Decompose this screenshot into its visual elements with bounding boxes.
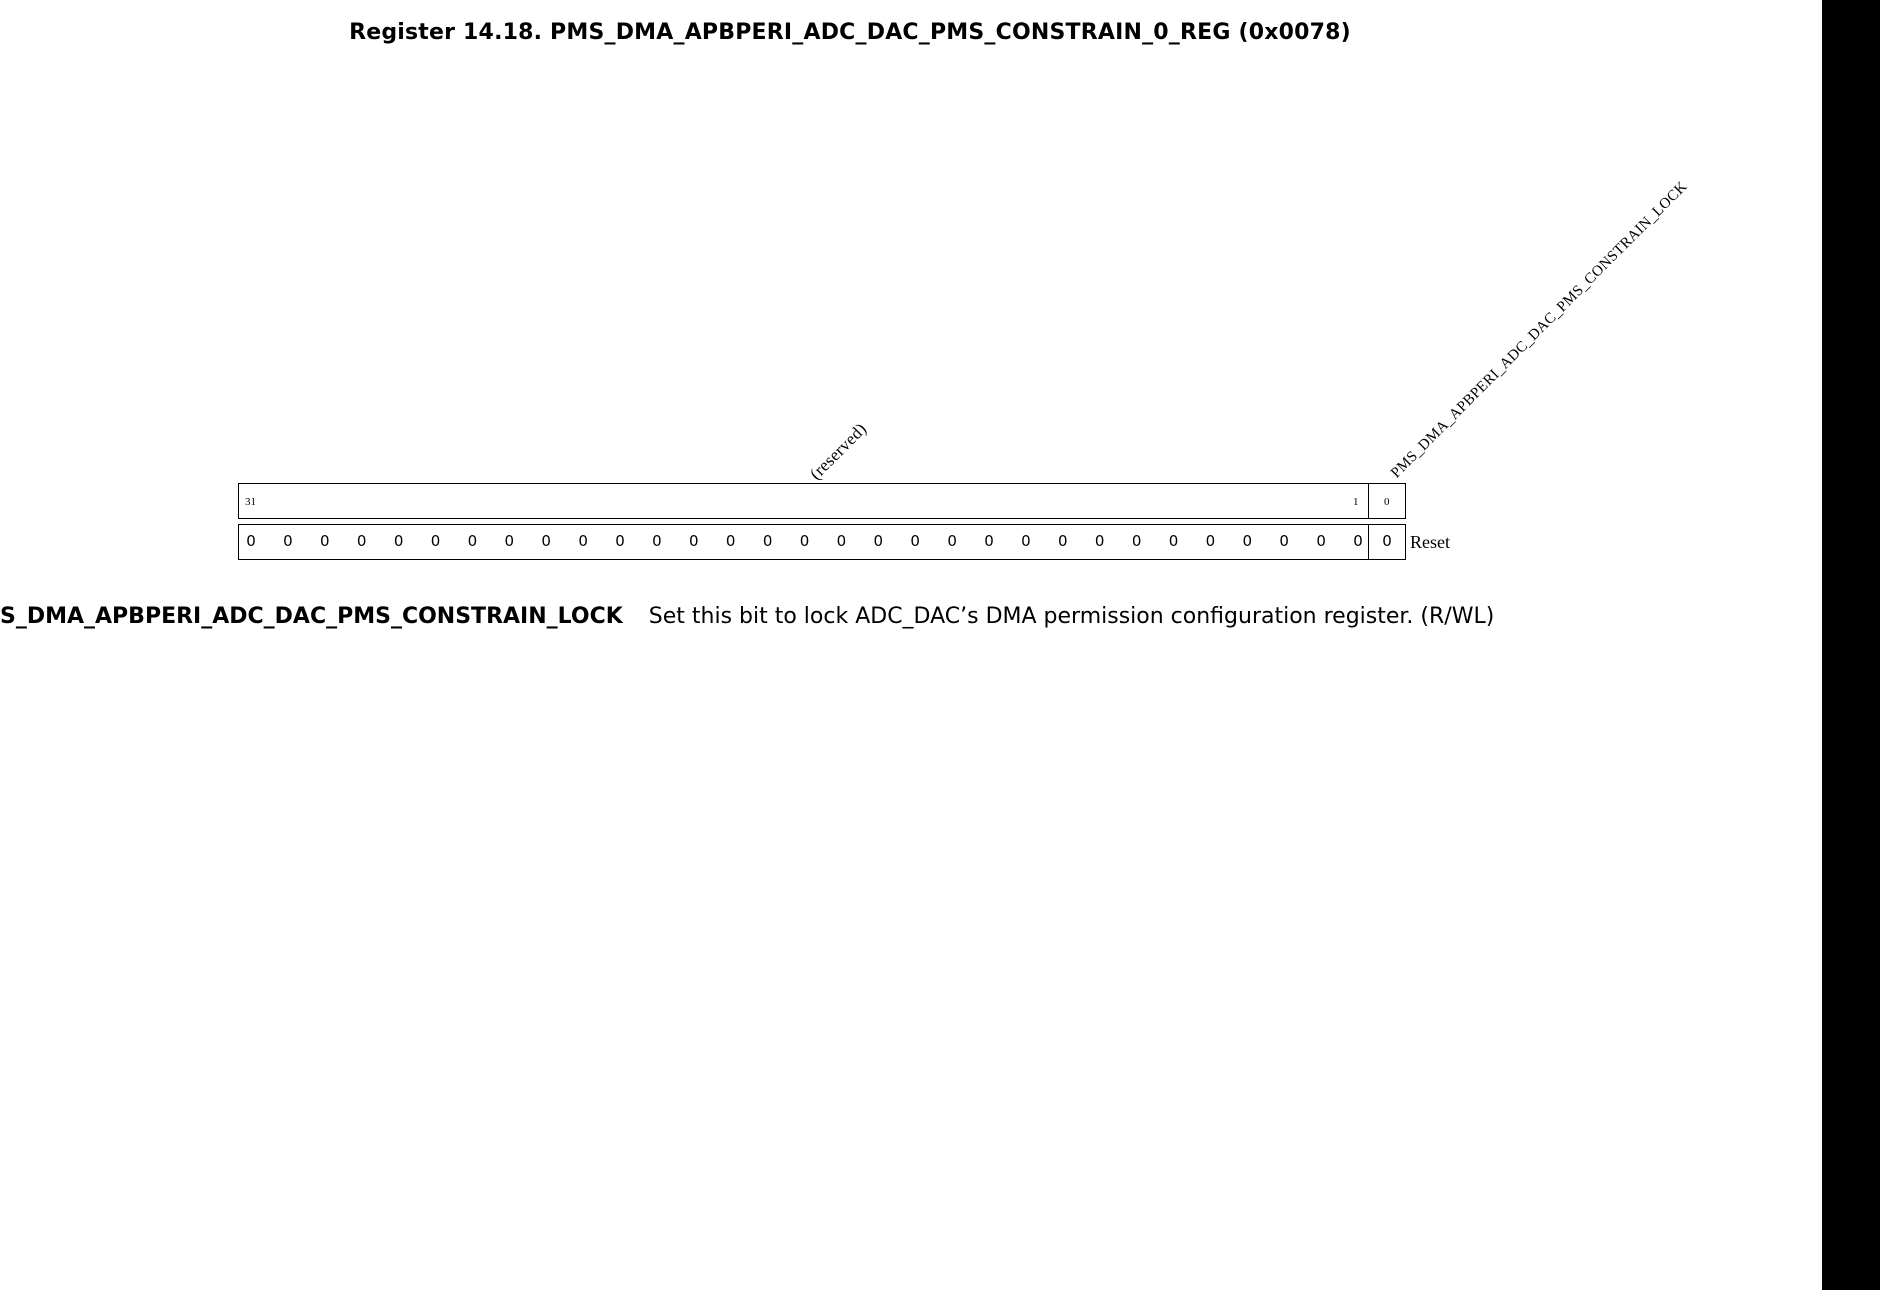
reset-value-bit: 0 [1021,532,1031,550]
reset-value-bit: 0 [320,532,330,550]
reset-value-bit: 0 [246,532,256,550]
reset-value-bit: 0 [762,532,773,550]
lock-reset-value: 0 [1382,532,1392,550]
lock-bit-number: 0 [1384,496,1390,508]
field-description-name: S_DMA_APBPERI_ADC_DAC_PMS_CONSTRAIN_LOCK [0,604,623,629]
lock-reset-cell [1368,524,1406,560]
reset-value-bit: 0 [504,532,515,550]
reset-value-bit: 0 [799,532,810,550]
reset-value-bit: 0 [873,532,884,550]
reset-value-bit: 0 [1242,532,1253,550]
reset-value-bit: 0 [541,532,551,550]
reset-value-bit: 0 [1168,532,1179,550]
field-description-text: Set this bit to lock ADC_DAC’s DMA permi… [648,604,1495,629]
reserved-field-label: (reserved) [806,419,871,484]
reset-value-bit: 0 [836,532,847,550]
reset-value-bit: 0 [1353,532,1363,550]
reset-value-bit: 0 [430,532,441,550]
lock-field-label: PMS_DMA_APBPERI_ADC_DAC_PMS_CONSTRAIN_LO… [1388,178,1691,482]
register-title: Register 14.18. PMS_DMA_APBPERI_ADC_DAC_… [349,20,1351,45]
reset-value-bit: 0 [725,532,736,550]
reset-value-bit: 0 [910,532,920,550]
reset-value-bit: 0 [984,532,994,550]
reset-value-bit: 0 [689,532,699,550]
page-edge-bar [1822,0,1880,1290]
reset-value-bit: 0 [356,532,367,550]
reset-value-bit: 0 [1279,532,1289,550]
field-description: S_DMA_APBPERI_ADC_DAC_PMS_CONSTRAIN_LOCK… [0,604,1494,629]
reset-value-bit: 0 [1058,532,1068,550]
reset-value-bit: 0 [1094,532,1105,550]
reserved-bit-range-cell [238,483,1369,519]
reset-value-bit: 0 [1205,532,1216,550]
reset-value-bit: 0 [615,532,625,550]
reset-value-bit: 0 [947,532,957,550]
reset-value-bit: 0 [393,532,404,550]
reset-label: Reset [1410,532,1450,552]
bit-high-number: 31 [245,496,256,508]
reset-value-bit: 0 [1131,532,1142,550]
lock-bit-cell [1368,483,1406,519]
reset-value-bit: 0 [1316,532,1326,550]
reset-value-bit: 0 [578,532,588,550]
bit-low-number: 1 [1353,496,1359,508]
reset-value-bit: 0 [652,532,662,550]
reset-value-bit: 0 [467,532,478,550]
reset-value-bit: 0 [283,532,293,550]
